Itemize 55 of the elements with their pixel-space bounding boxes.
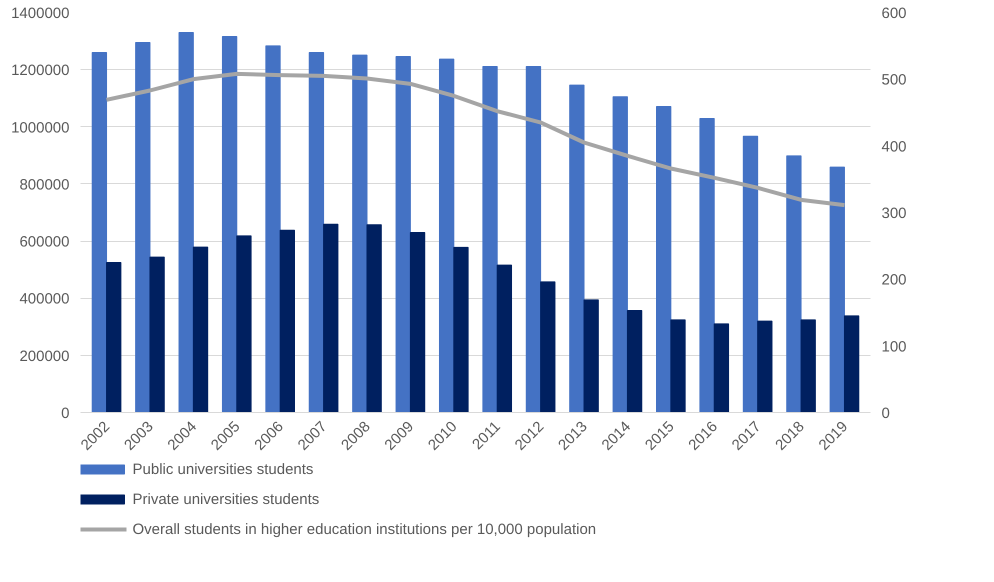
bar [396, 56, 411, 412]
bar [670, 319, 686, 412]
bar [656, 106, 672, 412]
bar [438, 58, 454, 412]
bar [236, 235, 252, 412]
bar [699, 118, 715, 412]
y-tick-label: 0 [61, 405, 70, 422]
y-tick-label: 600000 [19, 234, 70, 251]
bar [453, 246, 469, 412]
y-tick-label: 1200000 [11, 62, 70, 80]
bar [569, 84, 585, 412]
y2-tick-label: 300 [882, 205, 907, 222]
y2-tick-label: 200 [882, 272, 907, 289]
bar [265, 45, 281, 412]
bar [757, 320, 772, 412]
bar [626, 310, 642, 412]
y2-tick-label: 600 [882, 5, 907, 22]
bar [106, 262, 122, 412]
bar [540, 281, 556, 412]
y-tick-label: 200000 [19, 348, 70, 365]
bar [584, 299, 599, 412]
bar [800, 319, 816, 412]
legend-label: Public universities students [132, 461, 314, 478]
bar [92, 52, 108, 412]
y2-tick-label: 400 [882, 138, 907, 156]
bar [496, 264, 512, 412]
bar [742, 136, 758, 412]
y-tick-label: 400000 [19, 290, 70, 308]
y2-tick-label: 100 [882, 338, 907, 356]
bar [366, 224, 382, 412]
bar [482, 66, 498, 412]
bar [830, 166, 845, 412]
bar [844, 315, 860, 412]
bar [526, 66, 542, 412]
bar [149, 256, 165, 412]
bar [308, 52, 324, 412]
bar [352, 54, 368, 412]
y2-tick-label: 500 [882, 72, 907, 89]
bar [323, 224, 338, 412]
bar [178, 32, 194, 412]
bar [135, 42, 150, 412]
legend-label: Private universities students [132, 491, 320, 508]
bar [280, 230, 295, 412]
legend-label: Overall students in higher education institutions per 10,000 population [132, 521, 596, 538]
bar [612, 96, 628, 412]
bar [410, 232, 426, 412]
bar [786, 155, 802, 412]
bar [192, 246, 208, 412]
bar [222, 36, 238, 412]
line-series [104, 72, 846, 208]
y-tick-label: 1400000 [11, 5, 70, 22]
bar [714, 323, 730, 412]
y-tick-label: 800000 [19, 176, 70, 194]
y-tick-label: 1000000 [11, 119, 70, 136]
y2-tick-label: 0 [882, 405, 890, 422]
